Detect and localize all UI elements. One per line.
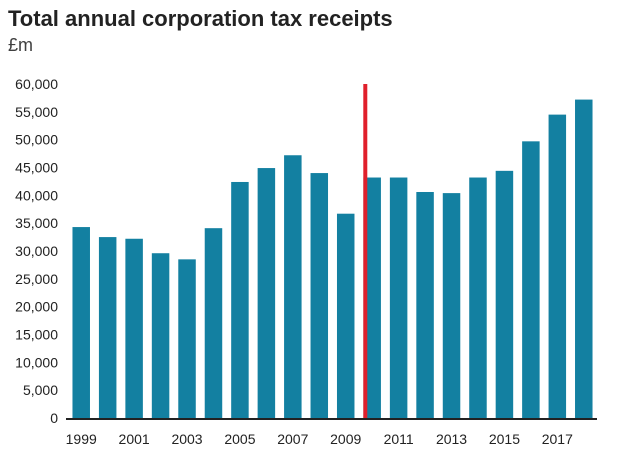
chart-title: Total annual corporation tax receipts bbox=[8, 6, 393, 31]
bar-2016 bbox=[522, 141, 540, 418]
y-tick-label: 0 bbox=[50, 410, 58, 426]
y-tick-label: 45,000 bbox=[15, 160, 58, 176]
y-tick-label: 20,000 bbox=[15, 299, 58, 315]
y-tick-label: 60,000 bbox=[15, 76, 58, 92]
bar-2002 bbox=[151, 253, 170, 418]
bar-2018 bbox=[575, 99, 593, 418]
bar-2009 bbox=[336, 213, 355, 418]
x-tick-label: 2005 bbox=[224, 431, 255, 447]
bar-1999 bbox=[72, 227, 90, 418]
bar-2017 bbox=[548, 114, 567, 418]
bar-2000 bbox=[98, 237, 117, 418]
x-tick-label: 2001 bbox=[119, 431, 150, 447]
bar-2005 bbox=[231, 181, 249, 418]
bar-2008 bbox=[310, 173, 329, 418]
bar-2003 bbox=[178, 259, 196, 418]
bar-2001 bbox=[125, 238, 143, 418]
x-tick-label: 2013 bbox=[436, 431, 467, 447]
y-tick-label: 10,000 bbox=[15, 354, 58, 370]
x-tick-label: 1999 bbox=[66, 431, 97, 447]
bar-2006 bbox=[257, 168, 276, 418]
y-tick-label: 55,000 bbox=[15, 104, 58, 120]
x-tick-label: 2015 bbox=[489, 431, 520, 447]
y-tick-label: 35,000 bbox=[15, 215, 58, 231]
bar-2012 bbox=[416, 191, 434, 418]
bar-2013 bbox=[442, 193, 461, 418]
y-tick-label: 30,000 bbox=[15, 243, 58, 259]
chart-subtitle: £m bbox=[8, 35, 34, 55]
x-tick-label: 2017 bbox=[542, 431, 573, 447]
x-tick-label: 2003 bbox=[171, 431, 202, 447]
y-tick-label: 5,000 bbox=[23, 382, 58, 398]
y-tick-label: 25,000 bbox=[15, 271, 58, 287]
bar-2010 bbox=[363, 177, 381, 418]
x-tick-label: 2009 bbox=[330, 431, 361, 447]
y-tick-label: 40,000 bbox=[15, 187, 58, 203]
bar-2014 bbox=[469, 177, 487, 418]
x-tick-label: 2011 bbox=[384, 431, 414, 447]
y-tick-label: 15,000 bbox=[15, 327, 58, 343]
bar-2004 bbox=[204, 228, 223, 418]
bar-2015 bbox=[495, 170, 514, 418]
bar-2011 bbox=[389, 177, 408, 418]
y-tick-label: 50,000 bbox=[15, 132, 58, 148]
x-tick-label: 2007 bbox=[277, 431, 308, 447]
bar-2007 bbox=[284, 155, 302, 418]
